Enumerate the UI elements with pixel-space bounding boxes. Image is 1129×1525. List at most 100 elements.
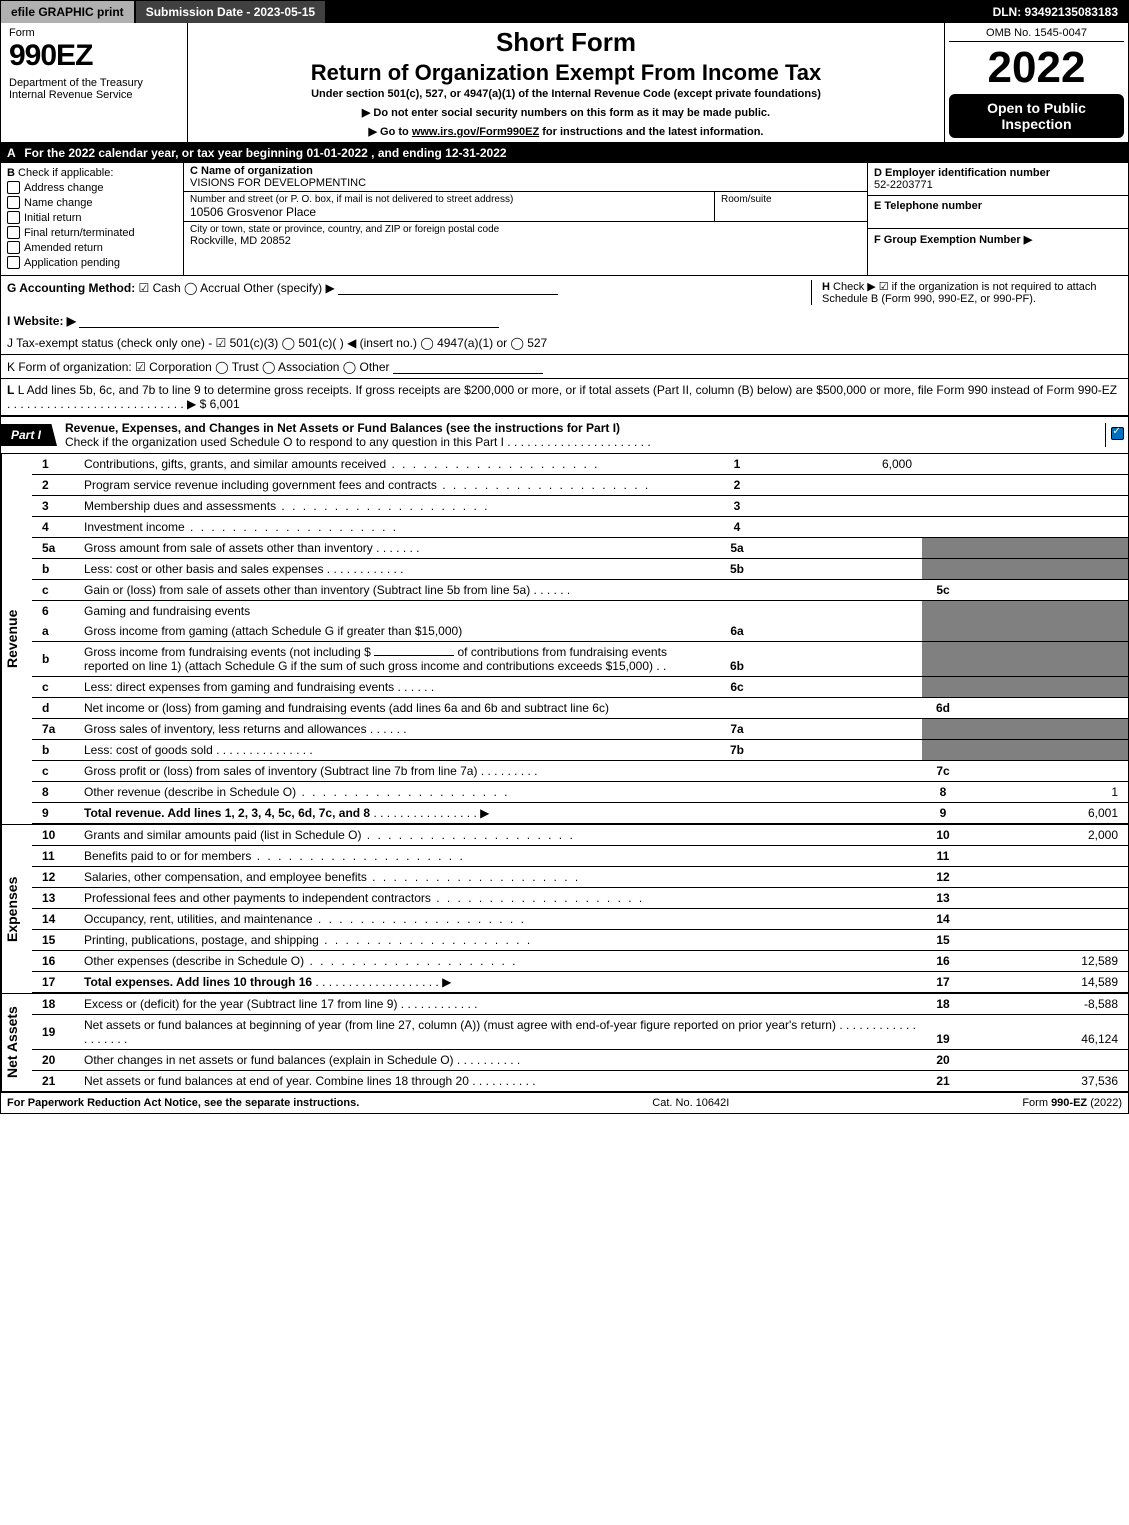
l6c-n: c [32,677,80,698]
irs-link[interactable]: www.irs.gov/Form990EZ [412,126,539,138]
l15-n: 15 [32,930,80,951]
c-value: VISIONS FOR DEVELOPMENTINC [190,177,861,189]
form-word: Form [9,27,179,39]
section-b: B Check if applicable: Address change Na… [1,163,1128,276]
l6a-t: Gross income from gaming (attach Schedul… [84,624,462,638]
chk-name-change[interactable] [7,196,20,209]
l6b-subval [758,642,922,677]
opt-5: Application pending [24,257,120,269]
l7b-t: Less: cost of goods sold [84,743,213,757]
chk-address-change[interactable] [7,181,20,194]
l1-n: 1 [32,454,80,475]
l16-n: 16 [32,951,80,972]
l5c-t: Gain or (loss) from sale of assets other… [84,583,530,597]
chk-application-pending[interactable] [7,256,20,269]
part1-schedule-o-checkbox[interactable] [1105,423,1128,447]
line-16: 16 Other expenses (describe in Schedule … [32,951,1128,972]
line-18: 18 Excess or (deficit) for the year (Sub… [32,994,1128,1015]
city-value: Rockville, MD 20852 [190,235,861,247]
l6d-v [964,698,1128,719]
line-5b: b Less: cost or other basis and sales ex… [32,559,1128,580]
open-inspection-badge: Open to Public Inspection [949,94,1124,138]
l5b-greyval [964,559,1128,580]
f-label: F Group Exemption Number ▶ [874,233,1122,246]
h-schedule-b: H Check ▶ ☑ if the organization is not r… [811,280,1122,305]
l6-n: 6 [32,601,80,622]
l12-t: Salaries, other compensation, and employ… [84,870,367,884]
k-other-input[interactable] [393,359,543,374]
chk-amended-return[interactable] [7,241,20,254]
line-3: 3 Membership dues and assessments 3 [32,496,1128,517]
l9-v: 6,001 [964,803,1128,824]
l14-n: 14 [32,909,80,930]
g-opts: ☑ Cash ◯ Accrual Other (specify) ▶ [139,281,335,295]
footer-left: For Paperwork Reduction Act Notice, see … [7,1097,359,1109]
l3-num: 3 [716,496,758,517]
l20-v [964,1050,1128,1071]
l5c-n: c [32,580,80,601]
g-other-input[interactable] [338,280,558,295]
line-6: 6 Gaming and fundraising events [32,601,1128,622]
l5a-greyval [964,538,1128,559]
topbar-spacer [327,1,982,23]
footer-right: Form 990-EZ (2022) [1022,1097,1122,1109]
l4-num: 4 [716,517,758,538]
l6d-t: Net income or (loss) from gaming and fun… [84,701,609,715]
line-17: 17 Total expenses. Add lines 10 through … [32,972,1128,993]
part1-tab: Part I [1,424,57,446]
line-5a: 5a Gross amount from sale of assets othe… [32,538,1128,559]
line-7b: b Less: cost of goods sold . . . . . . .… [32,740,1128,761]
l16-v: 12,589 [964,951,1128,972]
omb-number: OMB No. 1545-0047 [949,27,1124,42]
l5a-subval [758,538,922,559]
l7a-n: 7a [32,719,80,740]
l6-grey [922,601,964,622]
efile-print-button[interactable]: efile GRAPHIC print [1,1,136,23]
line-5c: c Gain or (loss) from sale of assets oth… [32,580,1128,601]
chk-initial-return[interactable] [7,211,20,224]
l6d-num: 6d [922,698,964,719]
addr-label: Number and street (or P. O. box, if mail… [190,194,708,205]
l17-n: 17 [32,972,80,993]
l9-num: 9 [922,803,964,824]
title-long: Return of Organization Exempt From Incom… [196,60,936,86]
website-input[interactable] [79,313,499,328]
l20-n: 20 [32,1050,80,1071]
l14-num: 14 [922,909,964,930]
chk-final-return[interactable] [7,226,20,239]
l10-n: 10 [32,825,80,846]
l10-v: 2,000 [964,825,1128,846]
l6b-grey [922,642,964,677]
l3-n: 3 [32,496,80,517]
dept-label: Department of the Treasury Internal Reve… [9,77,179,101]
netassets-table: 18 Excess or (deficit) for the year (Sub… [32,994,1128,1091]
l2-t: Program service revenue including govern… [84,478,437,492]
line-10: 10 Grants and similar amounts paid (list… [32,825,1128,846]
l15-t: Printing, publications, postage, and shi… [84,933,319,947]
form-header: Form 990EZ Department of the Treasury In… [1,23,1128,143]
l6a-greyval [964,621,1128,642]
d-label: D Employer identification number [874,167,1122,179]
l5c-v [964,580,1128,601]
section-j: J Tax-exempt status (check only one) - ☑… [1,332,1128,355]
l8-n: 8 [32,782,80,803]
submission-date-button[interactable]: Submission Date - 2023-05-15 [136,1,327,23]
l7c-v [964,761,1128,782]
revenue-table: 1 Contributions, gifts, grants, and simi… [32,454,1128,824]
l6b-amount-input[interactable] [374,655,454,656]
form-container: efile GRAPHIC print Submission Date - 20… [0,0,1129,1114]
l5a-grey [922,538,964,559]
l2-num: 2 [716,475,758,496]
row-a-text: For the 2022 calendar year, or tax year … [24,146,506,160]
l11-n: 11 [32,846,80,867]
expenses-side-label: Expenses [1,825,32,993]
g-accounting: G Accounting Method: ☑ Cash ◯ Accrual Ot… [7,280,811,295]
l10-t: Grants and similar amounts paid (list in… [84,828,361,842]
revenue-section: Revenue 1 Contributions, gifts, grants, … [1,454,1128,825]
line-6b: b Gross income from fundraising events (… [32,642,1128,677]
form-number: 990EZ [9,39,179,73]
cell-city: City or town, state or province, country… [184,222,867,249]
line-13: 13 Professional fees and other payments … [32,888,1128,909]
section-i: I Website: ▶ [1,309,1128,332]
l6c-t: Less: direct expenses from gaming and fu… [84,680,394,694]
